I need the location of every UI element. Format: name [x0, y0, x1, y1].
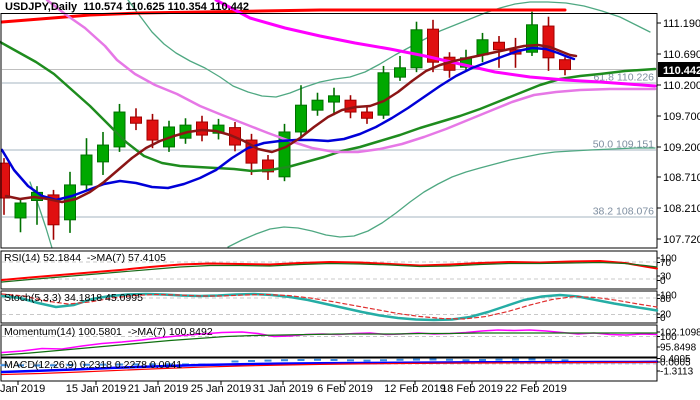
rsi-scale-label: 70 [660, 258, 672, 269]
candle-body [493, 41, 505, 51]
stochastic-scale-label: 0 [660, 313, 666, 324]
rsi-scale-label: 100 [660, 254, 677, 265]
rsi-panel-label: RSI(14) 52.1844 ->MA(7) 57.4105 [4, 252, 166, 264]
candle-body [196, 121, 208, 136]
date-label: 21 Jan 2019 [128, 383, 189, 395]
momentum-scale-label: 100 [660, 332, 677, 343]
stochastic-scale-label: 80 [660, 294, 672, 305]
candle-body [130, 116, 142, 124]
momentum-scale-label: 95.8498 [660, 343, 697, 354]
price-tick-label: 108.210 [663, 203, 700, 215]
candle-body [295, 104, 307, 133]
series-macd-signal [1, 361, 658, 376]
overlay-ma-maroon [4, 43, 578, 204]
stochastic-scale-label: 20 [660, 310, 672, 321]
rsi-scale-label: 30 [660, 272, 672, 283]
candle-body [97, 144, 109, 163]
macd-panel-label: MACD(12,26,9) 0.2318 0.2278 0.0041 [4, 359, 183, 371]
main-plot-border [0, 13, 658, 249]
candle-body [245, 139, 258, 164]
price-tick-label: 108.710 [663, 172, 700, 184]
candle-body [212, 124, 225, 134]
overlay-ma-magenta [214, 0, 657, 88]
rsi-scale-label: 0 [660, 276, 666, 287]
date-label: 15 Jan 2019 [66, 383, 127, 395]
candle-body [14, 202, 27, 219]
date-label: 6 Feb 2019 [317, 383, 373, 395]
price-tick-label: 111.190 [663, 18, 700, 30]
candle-body [476, 39, 489, 56]
candle-body [328, 95, 340, 103]
price-tick-label: 109.700 [663, 111, 700, 123]
fib-level-label: 38.2 108.076 [593, 206, 654, 218]
current-price-tag [658, 62, 700, 77]
chart-symbol-ohlc-title: USDJPY,Daily 110.574 110.625 110.354 110… [5, 1, 250, 13]
macd-scale-label: 0.0005 [660, 358, 691, 369]
date-label: 12 Feb 2019 [384, 383, 446, 395]
macd-panel-border [0, 357, 658, 382]
date-label: 18 Feb 2019 [441, 383, 503, 395]
candle-body [410, 29, 423, 69]
overlay-upper-band [127, 0, 651, 98]
candle-body [80, 154, 93, 186]
candle-body [0, 162, 10, 199]
candle-body [47, 194, 60, 226]
momentum-scale-label: 102.1098 [660, 328, 700, 339]
date-label: 9 Jan 2019 [0, 383, 45, 395]
candle-body [311, 99, 324, 111]
series-rsi-signal [1, 261, 658, 283]
candle-body [377, 72, 390, 116]
overlay-sma-red [0, 8, 567, 24]
series-stoch-main [0, 292, 659, 322]
series-momentum-signal [1, 332, 658, 356]
candle-body [278, 131, 291, 178]
price-tick-label: 107.720 [663, 234, 700, 246]
price-tick-label: 110.690 [663, 49, 700, 61]
rsi-panel-border [0, 250, 658, 290]
candle-body [113, 111, 126, 148]
candle-body [526, 24, 538, 53]
candle-body [394, 67, 406, 78]
momentum-panel-border [0, 324, 658, 358]
series-rsi-main [1, 260, 658, 281]
candle-body [361, 111, 373, 119]
candle-body [542, 25, 555, 59]
price-tick-label: 110.200 [663, 80, 700, 92]
series-stoch-signal [1, 293, 658, 320]
momentum-panel-label: Momentum(14) 100.5801 ->MA(7) 100.8492 [4, 326, 213, 338]
candle-body [262, 159, 274, 173]
candle-body [559, 59, 571, 71]
overlay-ma-green [0, 40, 657, 173]
fib-level-label: 61.8 110.226 [593, 72, 654, 84]
candle-body [427, 28, 439, 63]
date-label: 31 Jan 2019 [253, 383, 314, 395]
current-price-tag-label: 110.442 [663, 65, 700, 77]
price-tick-label: 109.200 [663, 142, 700, 154]
date-label: 25 Jan 2019 [191, 383, 252, 395]
macd-scale-label: 0.4005 [660, 354, 691, 365]
date-label: 22 Feb 2019 [505, 383, 567, 395]
candle-body [146, 119, 159, 141]
macd-scale-label: -1.3113 [660, 367, 694, 378]
stochastic-scale-label: 100 [660, 291, 677, 302]
stochastic-panel-label: Stoch(5,3,3) 34.1818 45.0995 [4, 292, 143, 304]
overlay-lower-band-b [227, 147, 656, 248]
overlay-ma-violet [45, 0, 657, 154]
